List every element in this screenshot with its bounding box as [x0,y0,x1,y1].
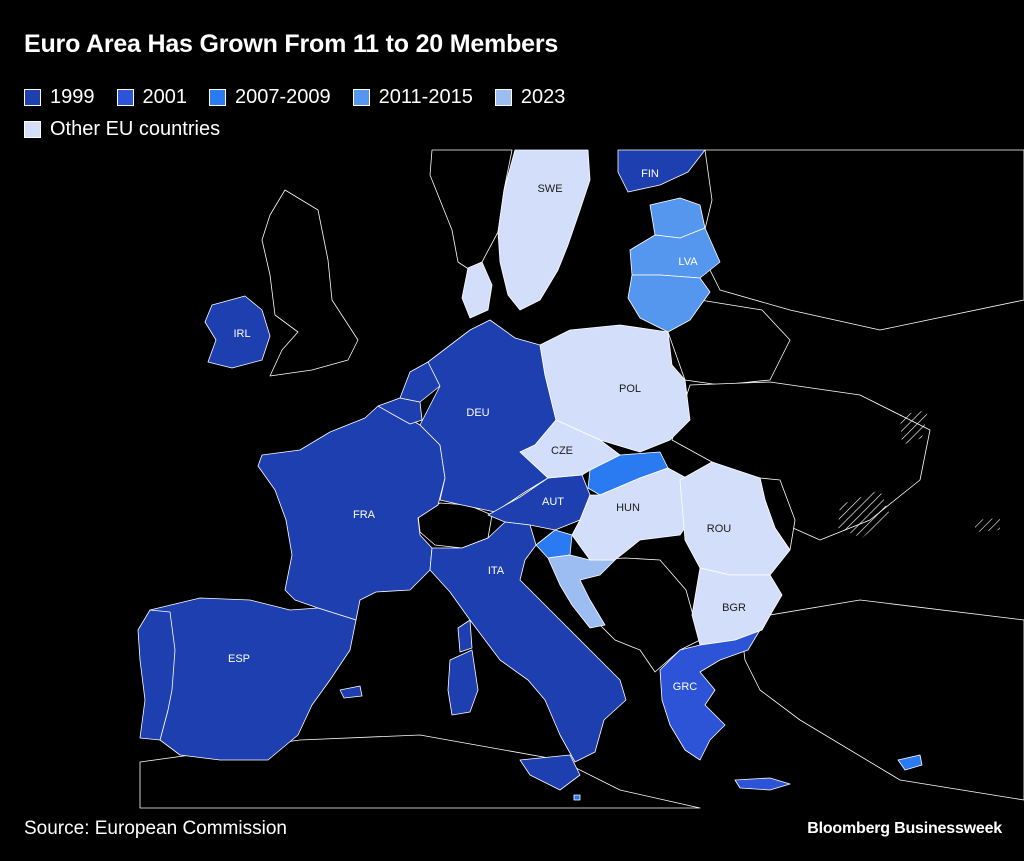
country-bgr [691,567,783,646]
legend-item-2023: 2023 [494,86,566,108]
country-ltu [627,274,711,333]
island-crete [734,777,791,791]
country-rou [679,461,791,576]
legend-swatch [209,88,226,106]
balkans-outline [559,557,701,673]
legend-item-2007-2009: 2007-2009 [209,86,331,108]
country-esp [149,597,357,761]
country-label-grc: GRC [673,681,698,693]
country-label-ita: ITA [488,565,505,577]
belarus-outline [667,299,791,386]
legend-item-2001: 2001 [116,86,188,108]
legend-label: Other EU countries [50,118,221,140]
country-cze [519,419,621,479]
country-label-swe: SWE [537,183,562,195]
country-label-fin: FIN [641,168,659,180]
country-swe [497,149,591,311]
country-label-hun: HUN [616,502,640,514]
legend-label: 2023 [520,86,566,108]
country-label-irl: IRL [233,328,250,340]
country-label-pol: POL [619,383,641,395]
legend: 1999 2001 2007-2009 2011-2015 2023 Other… [24,86,744,140]
country-label-aut: AUT [542,496,564,508]
country-label-bgr: BGR [722,602,746,614]
legend-swatch [494,88,512,106]
legend-item-1999: 1999 [24,86,95,108]
legend-label: 2007-2009 [235,86,331,108]
uk-outline [261,189,359,377]
legend-label: 2001 [142,86,188,108]
legend-label: 2011-2015 [378,86,473,108]
chart-title: Euro Area Has Grown From 11 to 20 Member… [24,30,559,58]
legend-swatch [116,88,134,106]
country-prt [137,609,176,741]
island-sicily [519,754,581,791]
country-label-fra: FRA [353,509,376,521]
island-corsica [457,619,473,653]
country-label-esp: ESP [228,653,250,665]
country-hrv [547,554,616,629]
country-label-rou: ROU [707,523,732,535]
hatched-territory [900,410,928,445]
legend-item-2011-2015: 2011-2015 [352,86,473,108]
russia-north-outline [699,149,1024,331]
europe-map: FIN SWE LVA IRL POL DEU CZE FRA AUT HUN … [137,149,1024,809]
country-label-cze: CZE [551,445,573,457]
legend-item-other-eu: Other EU countries [24,118,744,140]
island-malta [573,794,581,801]
country-svn [535,529,573,559]
hatched-territory [975,518,1000,532]
source-note: Source: European Commission [24,818,287,839]
country-label-deu: DEU [466,407,489,419]
island-mallorca [339,685,363,699]
island-cyprus [897,754,923,771]
country-label-lva: LVA [678,256,698,268]
turkey-outline [739,599,1024,801]
legend-swatch [24,88,41,106]
country-irl [204,295,271,369]
legend-swatch [352,88,370,106]
island-sardinia [447,649,479,716]
country-fin [617,149,706,193]
country-ita [429,521,627,763]
country-fra [257,405,446,621]
country-dnk [461,261,493,319]
legend-label: 1999 [50,86,95,108]
legend-swatch [24,120,41,138]
hatched-territory [838,490,890,538]
brand-logo: Bloomberg Businessweek [807,820,1002,837]
